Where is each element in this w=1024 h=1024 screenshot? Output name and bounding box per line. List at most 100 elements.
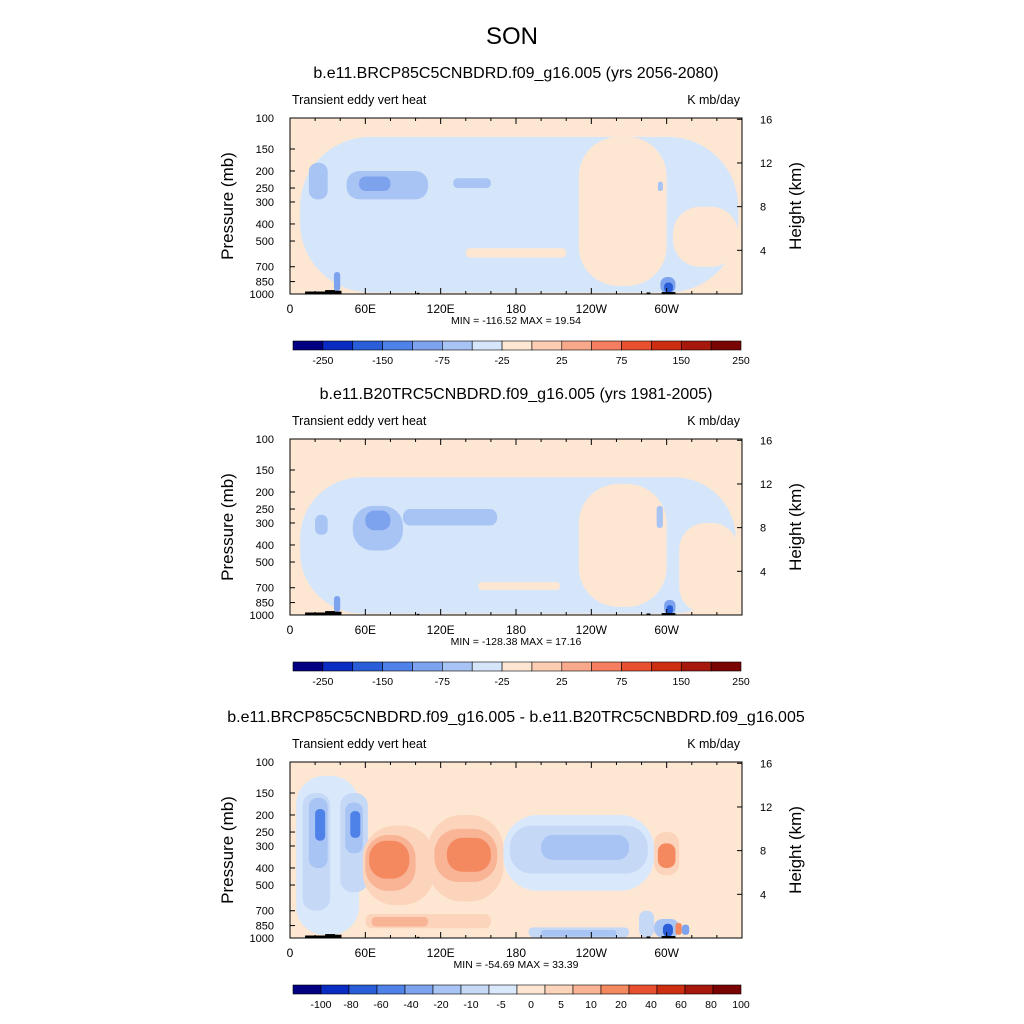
y-tick-label: 100 xyxy=(256,113,274,125)
colorbar-swatch xyxy=(292,661,324,672)
colorbar-label: -10 xyxy=(463,999,478,1011)
colorbar-swatch xyxy=(352,661,383,672)
colorbar-swatch xyxy=(348,984,378,995)
colorbar-swatch xyxy=(412,340,443,351)
colorbar-swatch xyxy=(382,340,413,351)
colorbar-swatch xyxy=(712,984,742,995)
y-tick-label: 250 xyxy=(256,183,274,195)
colorbar-label: 75 xyxy=(616,676,628,688)
min-max-stats: MIN = -116.52 MAX = 19.54 xyxy=(451,315,581,327)
colorbar-swatch xyxy=(501,661,533,672)
plot-area xyxy=(290,762,742,938)
colorbar-label: 80 xyxy=(705,999,717,1011)
terrain-mask xyxy=(416,936,420,938)
contour-region xyxy=(675,922,682,935)
x-tick-label: 0 xyxy=(287,623,294,637)
colorbar-swatch xyxy=(320,984,350,995)
height-tick-label: 16 xyxy=(760,435,772,447)
colorbar-label: 150 xyxy=(673,676,691,688)
y-tick-label: 400 xyxy=(256,540,274,552)
colorbar-swatch xyxy=(376,984,406,995)
height-tick-label: 12 xyxy=(760,158,772,170)
colorbar-label: 20 xyxy=(615,999,627,1011)
terrain-mask xyxy=(661,936,676,938)
contour-region xyxy=(578,483,667,607)
x-tick-label: 120E xyxy=(427,623,455,637)
terrain-mask xyxy=(335,934,342,938)
x-tick-label: 120E xyxy=(427,302,455,316)
min-max-stats: MIN = -128.38 MAX = 17.16 xyxy=(451,636,582,648)
y-tick-label: 200 xyxy=(256,166,274,178)
colorbar-label: 75 xyxy=(616,355,628,367)
y-tick-label: 150 xyxy=(256,465,274,477)
contour-region xyxy=(315,809,326,841)
colorbar-swatch xyxy=(561,340,592,351)
y-tick-label: 200 xyxy=(256,487,274,499)
x-tick-label: 120W xyxy=(576,302,608,316)
terrain-mask xyxy=(325,611,336,615)
y-tick-label: 850 xyxy=(256,598,274,610)
y-tick-label: 150 xyxy=(256,144,274,156)
colorbar-label: -75 xyxy=(435,676,450,688)
x-tick-label: 60W xyxy=(654,623,679,637)
colorbar-swatch xyxy=(322,661,354,672)
colorbar-label: 10 xyxy=(585,999,597,1011)
colorbar-label: -150 xyxy=(372,355,393,367)
contour-region xyxy=(578,136,667,286)
contour-region xyxy=(541,929,617,937)
colorbar-swatch xyxy=(322,340,354,351)
colorbar-swatch xyxy=(651,340,682,351)
y-tick-label: 1000 xyxy=(250,933,274,945)
figure-title: SON xyxy=(486,23,538,50)
colorbar-label: 0 xyxy=(528,999,534,1011)
colorbar-swatch xyxy=(471,340,503,351)
colorbar-swatch xyxy=(442,661,473,672)
contour-region xyxy=(541,835,629,860)
colorbar-swatch xyxy=(531,340,563,351)
contour-region xyxy=(656,505,663,528)
height-tick-label: 8 xyxy=(760,202,766,214)
y-tick-label: 850 xyxy=(256,921,274,933)
colorbar-swatch xyxy=(710,661,742,672)
terrain-mask xyxy=(305,935,341,938)
contour-region xyxy=(308,162,328,200)
colorbar-swatch xyxy=(572,984,602,995)
terrain-mask xyxy=(305,612,341,615)
contour-region xyxy=(315,514,328,535)
y-tick-label: 850 xyxy=(256,277,274,289)
contour-region xyxy=(290,522,301,615)
colorbar-label: -250 xyxy=(312,355,333,367)
x-tick-label: 60E xyxy=(355,302,376,316)
y-tick-label: 300 xyxy=(256,197,274,209)
x-tick-label: 60W xyxy=(654,302,679,316)
y-tick-label: 700 xyxy=(256,583,274,595)
terrain-mask xyxy=(646,613,651,615)
contour-region xyxy=(371,917,429,927)
contour-region xyxy=(672,206,739,267)
y-tick-label: 400 xyxy=(256,219,274,231)
colorbar-swatch xyxy=(471,661,503,672)
height-tick-label: 4 xyxy=(760,245,766,257)
terrain-mask xyxy=(646,936,651,938)
colorbar-label: 25 xyxy=(556,676,568,688)
colorbar-label: -75 xyxy=(435,355,450,367)
terrain-mask xyxy=(325,290,336,294)
colorbar-label: 150 xyxy=(673,355,691,367)
colorbar-swatch xyxy=(651,661,682,672)
colorbar-label: -25 xyxy=(494,355,509,367)
colorbar-label: 40 xyxy=(645,999,657,1011)
height-axis-label: Height (km) xyxy=(786,806,805,894)
y-tick-label: 150 xyxy=(256,788,274,800)
x-tick-label: 0 xyxy=(287,302,294,316)
contour-region xyxy=(446,837,491,872)
contour-region xyxy=(681,924,690,935)
terrain-mask xyxy=(335,611,342,615)
colorbar-swatch xyxy=(591,340,622,351)
x-tick-label: 60E xyxy=(355,946,376,960)
y-tick-label: 100 xyxy=(256,434,274,446)
colorbar-swatch xyxy=(531,661,563,672)
colorbar-label: -20 xyxy=(433,999,448,1011)
contour-region xyxy=(300,136,739,293)
terrain-mask xyxy=(416,613,420,615)
